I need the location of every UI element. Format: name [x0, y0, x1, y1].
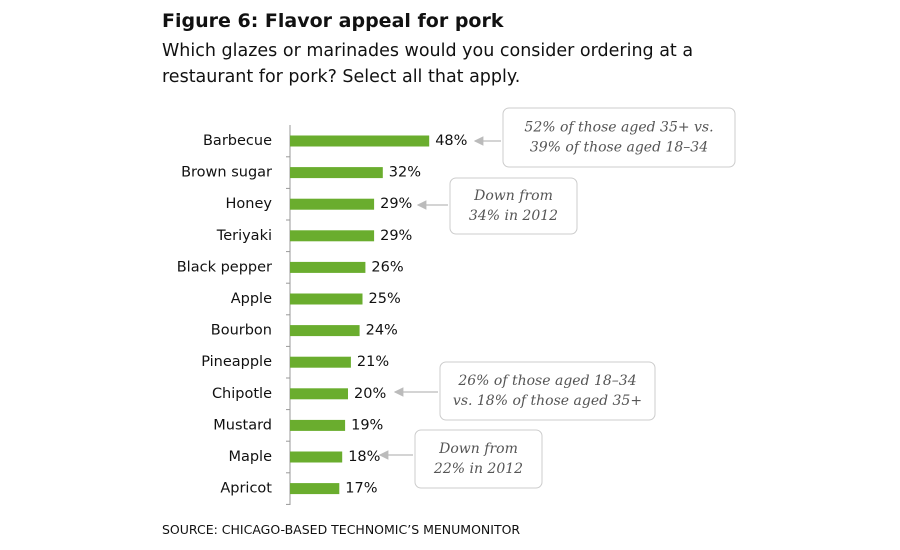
category-label: Teriyaki — [216, 228, 272, 244]
value-label: 24% — [366, 323, 398, 339]
bar — [290, 356, 351, 368]
category-label: Brown sugar — [181, 165, 272, 181]
annotation-text: 34% in 2012 — [469, 208, 558, 224]
value-label: 26% — [371, 259, 403, 275]
category-label: Pineapple — [201, 354, 272, 370]
category-label: Maple — [228, 449, 272, 465]
bar — [290, 388, 348, 400]
category-label: Apple — [231, 291, 272, 307]
annotation-text: Down from — [438, 441, 518, 457]
category-label: Mustard — [213, 417, 272, 433]
bar — [290, 325, 360, 337]
bar — [290, 230, 375, 242]
bar — [290, 419, 346, 431]
value-label: 18% — [348, 449, 380, 465]
category-label: Barbecue — [203, 133, 272, 149]
value-label: 25% — [369, 291, 401, 307]
value-label: 19% — [351, 417, 383, 433]
annotation-text: 52% of those aged 35+ vs. — [524, 120, 713, 136]
bar — [290, 293, 363, 305]
value-label: 32% — [389, 165, 421, 181]
category-label: Bourbon — [211, 323, 272, 339]
annotation-box — [439, 361, 656, 421]
annotation-text: Down from — [473, 188, 553, 204]
bar — [290, 135, 430, 147]
annotation-box — [502, 107, 736, 168]
bar — [290, 198, 375, 210]
annotation-text: 39% of those aged 18–34 — [530, 140, 708, 156]
source-note: SOURCE: CHICAGO-BASED TECHNOMIC’S MENUMO… — [162, 522, 521, 537]
chart-title: Figure 6: Flavor appeal for pork — [162, 10, 504, 32]
category-label: Honey — [226, 196, 273, 212]
category-label: Black pepper — [177, 259, 272, 275]
bar — [290, 451, 343, 463]
annotation-text: 26% of those aged 18–34 — [457, 373, 636, 389]
annotation-text: vs. 18% of those aged 35+ — [453, 393, 642, 409]
annotation-box — [449, 177, 578, 235]
value-label: 48% — [435, 133, 467, 149]
category-label: Chipotle — [212, 386, 272, 402]
value-label: 21% — [357, 354, 389, 370]
bar — [290, 167, 383, 179]
annotation-box — [414, 429, 543, 489]
chart-subtitle: Which glazes or marinades would you cons… — [162, 41, 694, 87]
value-label: 29% — [380, 196, 412, 212]
bar — [290, 483, 340, 495]
value-label: 29% — [380, 228, 412, 244]
value-label: 20% — [354, 386, 386, 402]
value-label: 17% — [345, 481, 377, 497]
category-label: Apricot — [220, 481, 272, 497]
annotation-text: 22% in 2012 — [433, 461, 523, 477]
bar — [290, 261, 366, 273]
